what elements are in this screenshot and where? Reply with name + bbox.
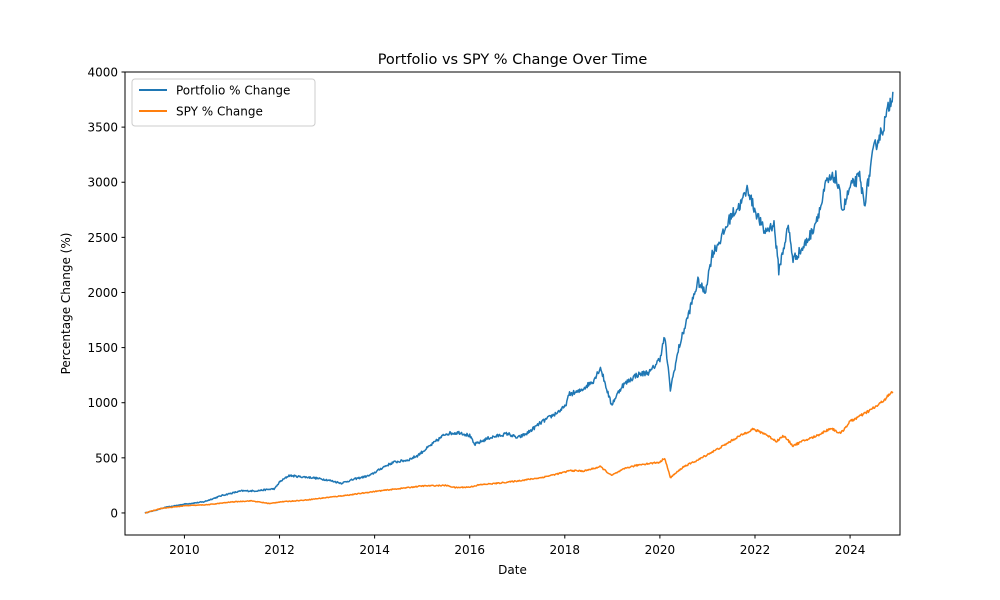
x-tick-label: 2014 bbox=[359, 543, 390, 557]
y-tick-label: 1000 bbox=[87, 396, 118, 410]
series-line-spy bbox=[144, 391, 894, 514]
x-tick-label: 2024 bbox=[835, 543, 866, 557]
x-tick-label: 2020 bbox=[645, 543, 676, 557]
y-tick-label: 3000 bbox=[87, 176, 118, 190]
y-tick-label: 2000 bbox=[87, 286, 118, 300]
plot-frame bbox=[124, 71, 901, 536]
x-tick-label: 2012 bbox=[264, 543, 295, 557]
x-axis-title: Date bbox=[498, 563, 527, 577]
legend-label-spy: SPY % Change bbox=[176, 105, 263, 119]
x-tick-label: 2018 bbox=[550, 543, 581, 557]
y-axis-title: Percentage Change (%) bbox=[59, 233, 73, 375]
legend-box bbox=[131, 78, 316, 127]
y-tick-label: 2500 bbox=[87, 231, 118, 245]
y-tick-label: 0 bbox=[110, 506, 118, 520]
x-tick-label: 2016 bbox=[454, 543, 485, 557]
series-line-portfolio bbox=[144, 91, 894, 514]
y-tick-label: 3500 bbox=[87, 121, 118, 135]
x-tick-label: 2010 bbox=[169, 543, 200, 557]
y-tick-label: 1500 bbox=[87, 341, 118, 355]
legend: Portfolio % Change SPY % Change bbox=[131, 78, 316, 127]
legend-label-portfolio: Portfolio % Change bbox=[176, 84, 290, 98]
plot-area: 0 500 1000 1500 2000 2500 3000 3500 4000 2010 2012… bbox=[87, 66, 894, 557]
y-tick-label: 4000 bbox=[87, 66, 118, 80]
x-tick-label: 2022 bbox=[740, 543, 771, 557]
chart-title: Portfolio vs SPY % Change Over Time bbox=[378, 52, 648, 68]
y-tick-label: 500 bbox=[95, 451, 118, 465]
